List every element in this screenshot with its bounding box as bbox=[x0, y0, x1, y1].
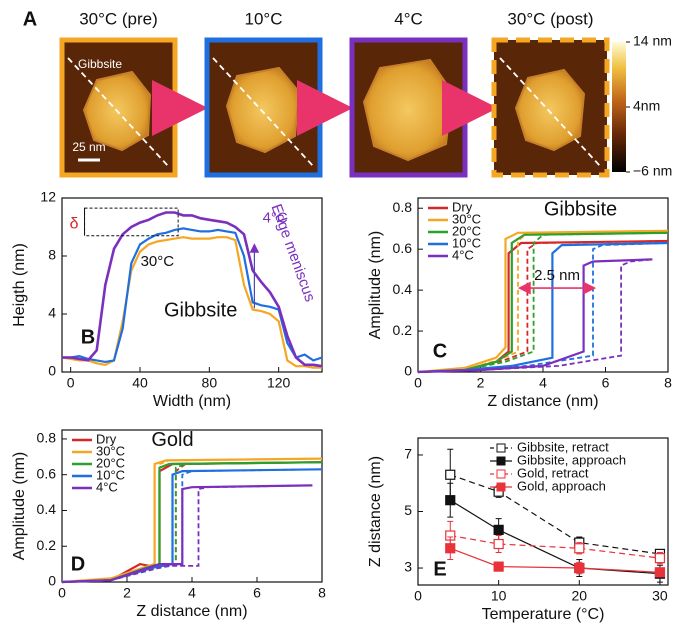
trend-line bbox=[450, 500, 660, 574]
y-tick-label: 0.6 bbox=[393, 240, 413, 256]
x-axis-label: Z distance (nm) bbox=[487, 393, 598, 410]
image-title: 30°C (post) bbox=[507, 9, 593, 28]
y-tick-label: 0.8 bbox=[393, 199, 413, 215]
data-point bbox=[655, 554, 664, 563]
x-tick-label: 120 bbox=[267, 375, 291, 391]
particle bbox=[364, 60, 452, 160]
x-tick-label: 0 bbox=[414, 588, 422, 604]
x-tick-label: 4 bbox=[539, 375, 547, 391]
data-point bbox=[655, 568, 664, 577]
x-axis-label: Temperature (°C) bbox=[482, 606, 605, 623]
legend-label: Gold, approach bbox=[517, 478, 606, 493]
annotation: 25 nm bbox=[72, 140, 105, 154]
panel-label: A bbox=[23, 8, 37, 30]
legend-label: 4°C bbox=[96, 479, 118, 494]
y-axis-label: Amplitude (nm) bbox=[11, 452, 28, 560]
afm-image bbox=[352, 40, 465, 175]
panel-label: B bbox=[81, 326, 95, 348]
colorbar-label: −6 nm bbox=[633, 163, 672, 179]
colorbar-label: 4nm bbox=[633, 98, 660, 114]
legend-label: 4°C bbox=[452, 247, 474, 262]
x-tick-label: 2 bbox=[477, 375, 485, 391]
x-tick-label: 0 bbox=[67, 375, 75, 391]
image-title: 4°C bbox=[394, 9, 423, 28]
y-tick-label: 0.6 bbox=[37, 465, 57, 481]
trend-line bbox=[450, 548, 660, 572]
annotation: Gibbsite bbox=[78, 57, 122, 71]
retract-curve bbox=[62, 485, 312, 582]
y-axis-label: Amplitude (nm) bbox=[367, 231, 384, 339]
data-point bbox=[494, 562, 503, 571]
y-axis-label: Z distance (nm) bbox=[367, 456, 384, 567]
y-tick-label: 0.8 bbox=[37, 430, 57, 446]
afm-image bbox=[494, 40, 607, 175]
data-point bbox=[446, 470, 455, 479]
x-tick-label: 40 bbox=[132, 375, 148, 391]
data-point bbox=[446, 544, 455, 553]
image-title: 10°C bbox=[245, 9, 283, 28]
chart-title: Gibbsite bbox=[164, 299, 237, 321]
data-point bbox=[446, 496, 455, 505]
legend-marker bbox=[497, 470, 505, 478]
y-tick-label: 0.2 bbox=[393, 322, 413, 338]
panel-label: C bbox=[433, 340, 447, 362]
annotation: 2.5 nm bbox=[534, 267, 580, 284]
trend-line bbox=[450, 536, 660, 559]
chart-title: Gibbsite bbox=[544, 199, 617, 221]
x-tick-label: 0 bbox=[58, 585, 66, 601]
x-tick-label: 8 bbox=[664, 375, 672, 391]
y-tick-label: 4 bbox=[48, 305, 56, 321]
x-tick-label: 6 bbox=[602, 375, 610, 391]
data-point bbox=[494, 525, 503, 534]
x-axis-label: Z distance (nm) bbox=[136, 603, 247, 620]
x-tick-label: 80 bbox=[202, 375, 218, 391]
y-axis-label: Heigth (nm) bbox=[11, 243, 28, 327]
x-tick-label: 10 bbox=[491, 588, 507, 604]
figure: A 30°C (pre) 10°C 4°C 30°C (post) Gibbsite 25 … bbox=[0, 0, 681, 627]
colorbar-label: 14 nm bbox=[633, 33, 672, 49]
y-tick-label: 5 bbox=[404, 502, 412, 518]
x-tick-label: 8 bbox=[318, 585, 326, 601]
y-tick-label: 0.4 bbox=[393, 281, 413, 297]
data-point bbox=[575, 564, 584, 573]
approach-curve bbox=[62, 485, 312, 582]
y-tick-label: 3 bbox=[404, 559, 412, 575]
afm-image bbox=[207, 40, 320, 175]
y-tick-label: 0.2 bbox=[37, 537, 57, 553]
data-point bbox=[575, 544, 584, 553]
annotation: δ bbox=[70, 215, 79, 232]
particle bbox=[516, 70, 584, 150]
image-title: 30°C (pre) bbox=[79, 9, 158, 28]
y-tick-label: 0 bbox=[48, 363, 56, 379]
panel-label: D bbox=[71, 553, 85, 575]
chart-title: Gold bbox=[151, 429, 193, 451]
x-tick-label: 4 bbox=[188, 585, 196, 601]
legend-marker bbox=[497, 444, 505, 452]
y-tick-label: 7 bbox=[404, 446, 412, 462]
x-tick-label: 6 bbox=[253, 585, 261, 601]
x-axis-label: Width (nm) bbox=[153, 393, 231, 410]
legend-marker bbox=[497, 483, 505, 491]
y-tick-label: 12 bbox=[40, 189, 56, 205]
data-point bbox=[494, 540, 503, 549]
y-tick-label: 0 bbox=[48, 573, 56, 589]
legend-marker bbox=[497, 457, 505, 465]
x-tick-label: 20 bbox=[572, 588, 588, 604]
annotation: Edge meniscus bbox=[268, 202, 319, 304]
x-tick-label: 30 bbox=[652, 588, 668, 604]
colorbar bbox=[612, 42, 626, 172]
x-tick-label: 2 bbox=[123, 585, 131, 601]
series-label: 30°C bbox=[141, 253, 175, 270]
panel-label: E bbox=[433, 558, 446, 580]
y-tick-label: 0.4 bbox=[37, 501, 57, 517]
x-tick-label: 0 bbox=[414, 375, 422, 391]
y-tick-label: 8 bbox=[48, 247, 56, 263]
y-tick-label: 0 bbox=[404, 363, 412, 379]
